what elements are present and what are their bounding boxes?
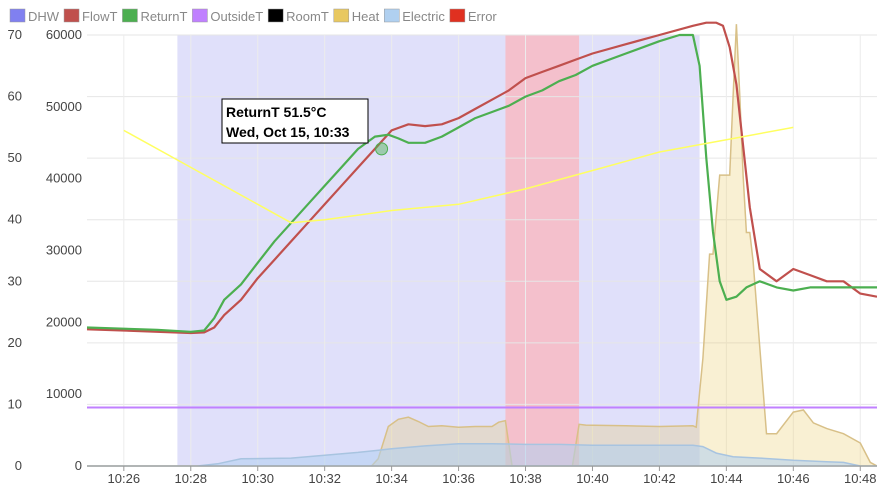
x-tick-label: 10:32 (308, 471, 341, 486)
y-left-tick-label: 60 (8, 89, 22, 104)
legend-swatch (192, 8, 208, 23)
area-layer (87, 24, 877, 467)
series-electric-area (87, 442, 877, 467)
legend-swatch (267, 8, 284, 23)
y-right-tick-label: 10000 (46, 386, 82, 401)
series-returnt-line (86, 33, 877, 333)
x-tick-label: 10:44 (710, 471, 743, 486)
x-tick-label: 10:38 (509, 471, 542, 486)
highlight-point (375, 142, 389, 156)
legend-item-outsidet[interactable]: OutsideT (192, 8, 263, 24)
tooltip-timestamp: Wed, Oct 15, 10:33 (226, 124, 350, 140)
y-right-tick-label: 40000 (46, 171, 82, 186)
legend-label: DHW (28, 9, 60, 24)
series-flowt-line (86, 21, 877, 335)
band-layer (177, 35, 700, 466)
y-right-tick-label: 0 (75, 458, 82, 473)
legend-label: RoomT (286, 9, 329, 24)
x-tick-label: 10:46 (777, 471, 810, 486)
series-roomt-line (123, 126, 794, 224)
y-left-tick-label: 50 (8, 150, 22, 165)
grid-layer (87, 34, 877, 467)
y-left-tick-label: 0 (15, 458, 22, 473)
x-tick-label: 10:30 (241, 471, 274, 486)
legend-item-dhw[interactable]: DHW (9, 8, 60, 24)
legend-label: Electric (402, 9, 445, 24)
y-right-tick-label: 20000 (46, 314, 82, 329)
y-left-tick-label: 10 (8, 396, 22, 411)
x-tick-label: 10:34 (375, 471, 408, 486)
legend-item-returnt[interactable]: ReturnT (122, 8, 187, 24)
x-tick-label: 10:40 (576, 471, 609, 486)
legend-swatch (333, 8, 350, 23)
legend-label: FlowT (82, 9, 117, 24)
legend-label: Heat (352, 9, 380, 24)
legend-item-flowt[interactable]: FlowT (63, 8, 117, 24)
y-left-tick-label: 70 (8, 27, 22, 42)
y-left-tick-label: 30 (8, 273, 22, 288)
x-tick-label: 10:48 (844, 471, 877, 486)
tooltip: ReturnT 51.5°C Wed, Oct 15, 10:33 (221, 98, 369, 144)
band-error (505, 35, 580, 466)
y-right-tick-label: 30000 (46, 243, 82, 258)
line-layer (86, 21, 877, 409)
legend-label: ReturnT (140, 9, 187, 24)
legend-label: Error (468, 9, 498, 24)
x-tick-label: 10:36 (442, 471, 475, 486)
x-tick-label: 10:26 (108, 471, 141, 486)
y-left-tick-label: 20 (8, 335, 22, 350)
x-tick-label: 10:42 (643, 471, 676, 486)
legend-item-heat[interactable]: Heat (333, 8, 380, 24)
legend-item-electric[interactable]: Electric (384, 8, 445, 24)
y-right-tick-label: 50000 (46, 99, 82, 114)
legend-swatch (449, 8, 466, 23)
legend-item-error[interactable]: Error (449, 8, 498, 24)
y-left-tick-label: 40 (8, 212, 22, 227)
axis-layer: 0 10 20 30 40 50 60 70 0 10000 20000 30000 40000 5000… (8, 27, 877, 486)
tooltip-series-value: ReturnT 51.5°C (226, 104, 327, 120)
legend-label: OutsideT (210, 9, 263, 24)
x-tick-label: 10:28 (174, 471, 207, 486)
legend-item-roomt[interactable]: RoomT (267, 8, 329, 24)
legend-swatch (63, 8, 80, 23)
tooltip-box (221, 98, 369, 144)
series-heat-area (87, 24, 877, 467)
legend-swatch (9, 8, 26, 23)
legend[interactable]: DHW FlowT ReturnT OutsideT RoomT Heat Electric… (9, 8, 498, 24)
legend-swatch (122, 8, 138, 23)
y-right-tick-label: 60000 (46, 27, 82, 42)
legend-swatch (384, 8, 400, 23)
